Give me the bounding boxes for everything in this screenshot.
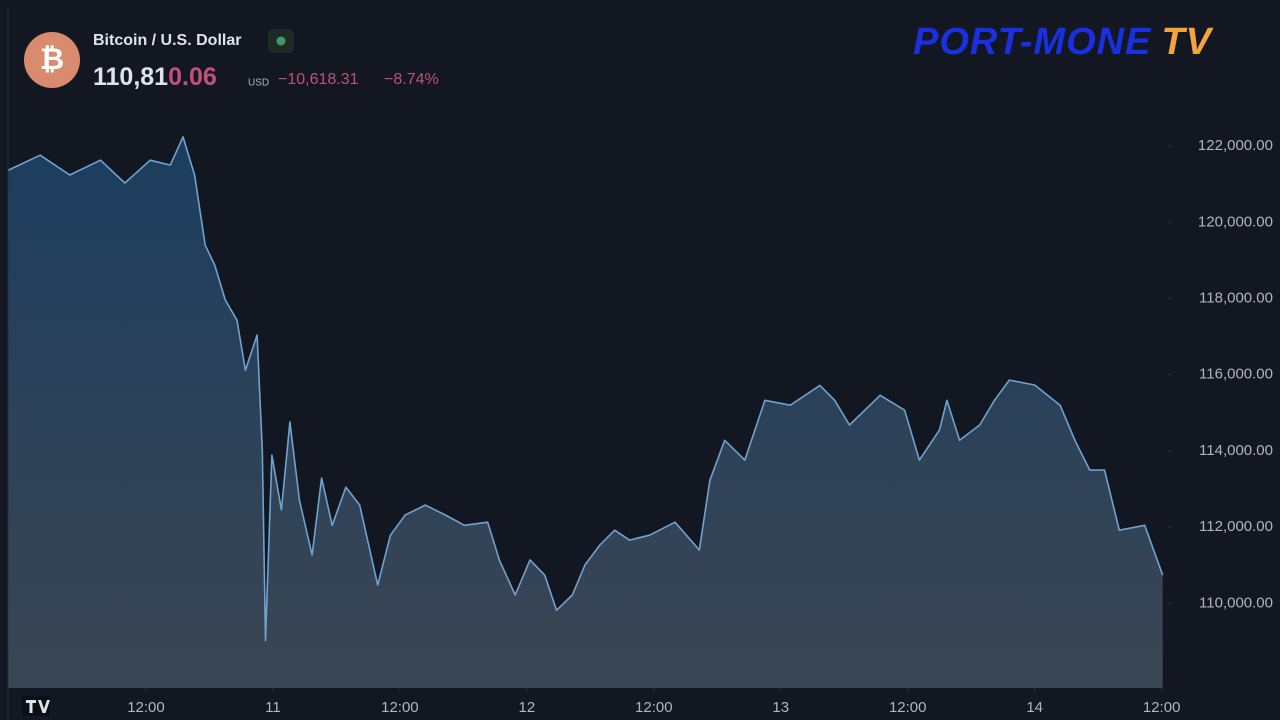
price: 110,810.06 (93, 63, 217, 91)
logo-tail: TV (1161, 21, 1213, 63)
x-tick-label: 12:00 (889, 699, 927, 716)
x-tick-label: 11 (265, 699, 281, 716)
x-tick-label: 12 (519, 699, 536, 716)
x-tick-label: 12:00 (127, 699, 165, 716)
x-tick-label: 12:00 (635, 699, 673, 716)
tv-logo (26, 700, 50, 713)
area-fill (8, 136, 1163, 688)
y-tick-label: 110,000.00 (1199, 594, 1273, 611)
price-main: 110,81 (93, 63, 168, 91)
symbol-title: Bitcoin / U.S. Dollar (93, 32, 241, 49)
x-tick-label: 12:00 (1143, 699, 1181, 716)
y-tick-label: 116,000.00 (1199, 366, 1273, 383)
change: −10,618.31 (278, 71, 359, 88)
price-line (8, 136, 1164, 642)
y-tick-label: 118,000.00 (1199, 289, 1273, 306)
price-tail: 0.06 (168, 63, 217, 91)
coin-icon (24, 32, 80, 88)
y-tick-label: 114,000.00 (1199, 442, 1273, 459)
logo: PORT-MONE TV (913, 21, 1214, 63)
change-pct: −8.74% (384, 71, 439, 88)
status-dot (276, 36, 286, 46)
x-tick-label: 12:00 (381, 699, 419, 716)
y-tick-label: 122,000.00 (1198, 137, 1273, 154)
logo-main: PORT-MONE (913, 21, 1152, 63)
currency: USD (248, 78, 269, 89)
x-tick-label: 13 (772, 699, 789, 716)
x-tick-label: 14 (1026, 699, 1043, 716)
y-tick-label: 120,000.00 (1198, 213, 1273, 230)
y-tick-label: 112,000.00 (1199, 518, 1273, 535)
plot (8, 136, 1164, 688)
coin-symbol: ₿ (40, 43, 64, 76)
